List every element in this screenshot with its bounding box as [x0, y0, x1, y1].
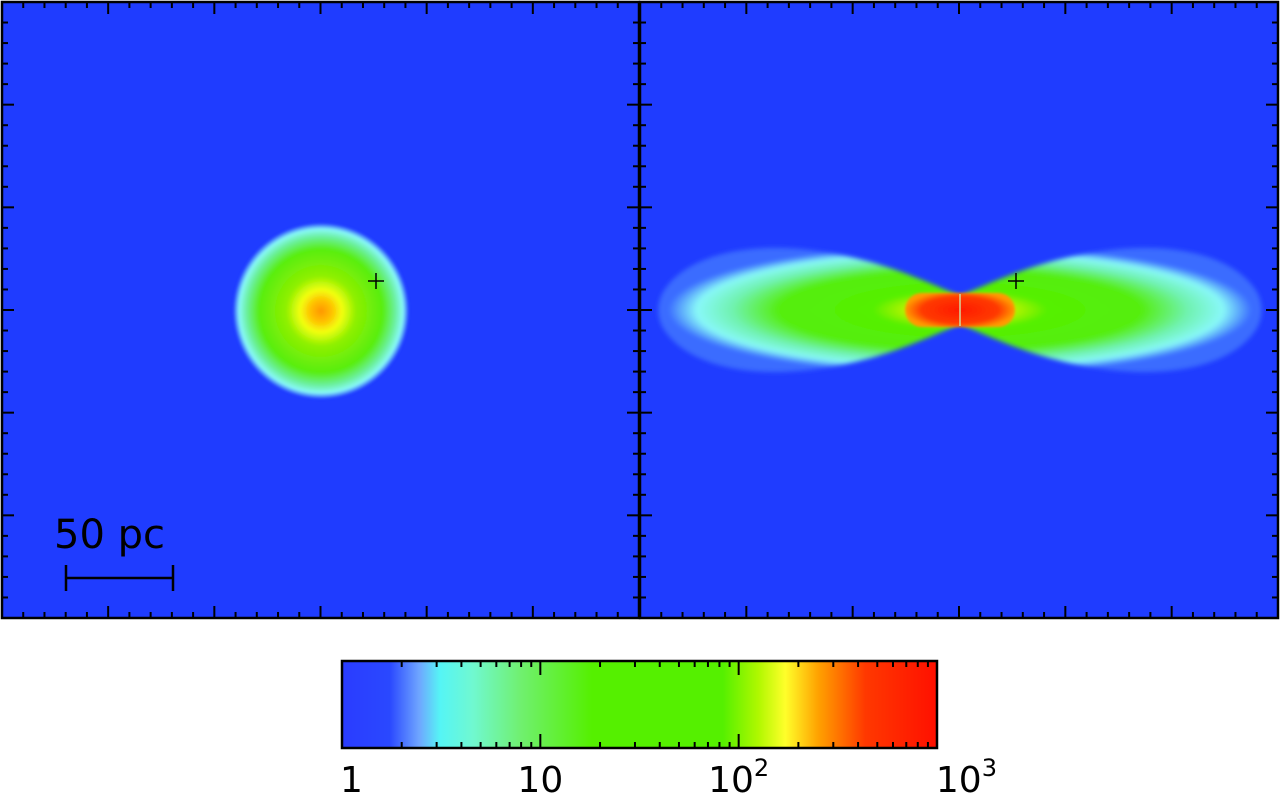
cross-marker-icon	[368, 273, 384, 289]
colorbar-ticks	[341, 661, 938, 748]
scale-bar-label: 50 pc	[54, 512, 165, 558]
colorbar-tick-label: 102	[708, 754, 769, 796]
left-panel: 50 pc	[0, 0, 641, 620]
colorbar-tick-label: 1	[340, 760, 363, 796]
left-panel-ticks	[1, 1, 640, 619]
colorbar-tick-labels: 1 10 102 103	[340, 754, 997, 796]
colorbar: 1 10 102 103	[340, 659, 997, 796]
scale-bar	[64, 565, 175, 591]
right-panel	[638, 0, 1280, 620]
cross-marker-icon	[1008, 273, 1024, 289]
right-panel-ticks	[639, 1, 1279, 619]
colorbar-tick-label: 10	[517, 760, 563, 796]
spherical-cloud	[233, 223, 409, 399]
colorbar-gradient	[342, 661, 937, 748]
colorbar-tick-label: 103	[936, 754, 997, 796]
colorbar-frame	[340, 659, 939, 750]
